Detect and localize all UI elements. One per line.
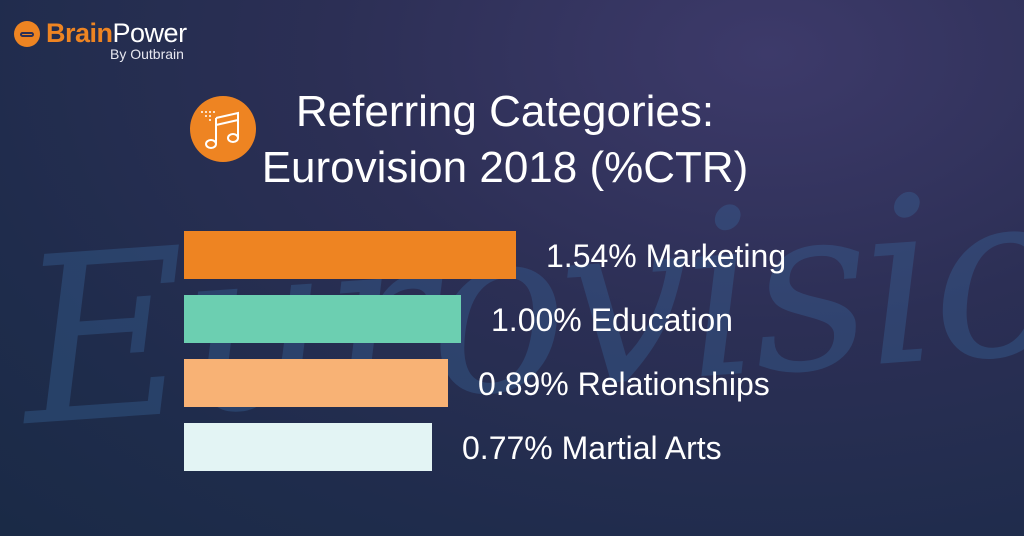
logo-brain: Brain <box>46 18 113 48</box>
data-label: 0.89% Relationships <box>478 366 770 402</box>
chart-title: Referring Categories: Eurovision 2018 (%… <box>240 84 770 196</box>
data-label: 0.77% Martial Arts <box>462 430 722 466</box>
bar-marketing <box>184 231 516 279</box>
title-line-2: Eurovision 2018 (%CTR) <box>261 143 749 192</box>
logo-power: Power <box>112 18 188 48</box>
data-label: 1.54% Marketing <box>546 238 787 274</box>
brainpower-logo: BrainPower <box>14 18 187 49</box>
music-note-icon <box>190 96 256 162</box>
bar-education <box>184 295 461 343</box>
bar-relationships <box>184 359 448 407</box>
outbrain-face-icon <box>14 20 40 47</box>
bar-martial-arts <box>184 423 432 471</box>
data-label: 1.00% Education <box>491 302 733 338</box>
title-line-1: Referring Categories: <box>295 87 715 136</box>
logo-byline: By Outbrain <box>110 46 184 62</box>
